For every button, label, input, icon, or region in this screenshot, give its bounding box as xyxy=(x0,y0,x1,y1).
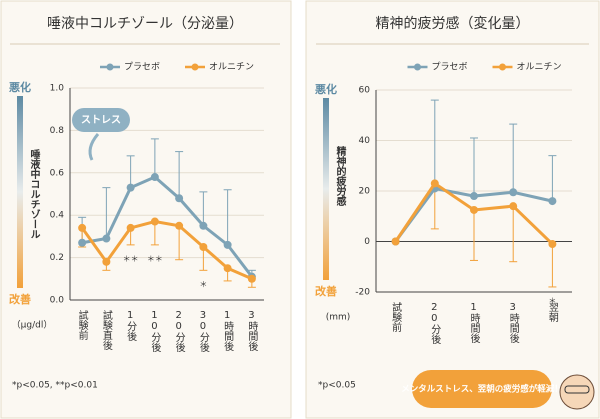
y-tick-label: 0.6 xyxy=(50,168,65,178)
x-tick-label: 20分後 xyxy=(429,302,441,344)
legend-label: プラセボ xyxy=(432,62,468,73)
callout-arrow xyxy=(88,133,100,161)
significance: ＊＊ xyxy=(123,254,139,263)
callout xyxy=(72,108,130,132)
x-tick-label: 1分後 xyxy=(125,310,137,341)
point xyxy=(247,274,256,283)
point xyxy=(175,221,184,230)
y-tick-label: 0.2 xyxy=(50,253,64,263)
x-tick-label: 10分後 xyxy=(149,310,161,352)
point xyxy=(199,221,208,230)
unit-label: (mm) xyxy=(326,313,351,323)
point xyxy=(223,240,232,249)
x-tick-label: 試験前 xyxy=(76,309,88,341)
panel xyxy=(0,0,292,419)
legend-marker xyxy=(414,63,421,71)
y-tick-label: 1.0 xyxy=(50,84,65,94)
y-tick-label: 0 xyxy=(364,237,370,247)
legend-marker xyxy=(499,63,506,71)
callout-text: ストレス xyxy=(81,114,121,126)
y-bottom-label: 改善 xyxy=(315,284,337,298)
series-line xyxy=(80,220,253,281)
y-tick-label: 60 xyxy=(359,86,371,96)
y-tick-label: 20 xyxy=(359,187,371,197)
point xyxy=(548,240,557,249)
point xyxy=(199,243,208,251)
significance: ＊ xyxy=(199,280,207,289)
legend-marker xyxy=(191,63,199,71)
legend-label: オルニチン xyxy=(517,62,562,73)
significance: ＊ xyxy=(548,296,556,305)
point xyxy=(509,188,518,197)
point xyxy=(223,264,232,273)
point xyxy=(126,223,135,232)
footnote: *p<0.05, **p<0.01 xyxy=(12,381,98,391)
point xyxy=(102,257,111,266)
y-tick-label: 0.0 xyxy=(50,296,65,306)
y-tick-label: 0.8 xyxy=(50,126,65,136)
y-top-label: 悪化 xyxy=(9,80,31,94)
legend-label: プラセボ xyxy=(124,62,160,73)
significance: ＊＊ xyxy=(147,254,163,263)
chart-title: 精神的疲労感（変化量） xyxy=(376,15,530,32)
y-axis-label: 精神的疲労感 xyxy=(334,145,346,207)
point xyxy=(470,192,478,201)
x-tick-label: 20分後 xyxy=(173,310,185,352)
point xyxy=(78,223,87,232)
badge-text: メンタルストレス、翌朝の疲労感が軽減！ xyxy=(401,384,563,395)
point xyxy=(175,194,184,203)
point xyxy=(126,183,135,192)
axis-gradient xyxy=(323,98,329,280)
point xyxy=(150,217,159,226)
series-line xyxy=(81,175,254,278)
panel xyxy=(305,0,600,419)
y-tick-label: 0.4 xyxy=(50,211,65,221)
legend-marker xyxy=(106,63,114,71)
chart-title: 唾液中コルチゾール（分泌量） xyxy=(47,16,243,32)
axis-gradient xyxy=(17,96,23,288)
x-tick-label: 試験直後 xyxy=(100,309,112,350)
x-tick-label: 試験前 xyxy=(390,301,402,333)
x-tick-label: 30分後 xyxy=(197,310,209,352)
y-top-label: 悪化 xyxy=(315,82,337,96)
point xyxy=(150,173,159,182)
x-tick-label: 翌朝 xyxy=(546,302,558,323)
point xyxy=(391,237,400,246)
x-tick-label: 1時間後 xyxy=(222,310,234,351)
mascot-head xyxy=(559,374,595,410)
point xyxy=(509,202,518,211)
footnote: *p<0.05 xyxy=(318,381,356,391)
point xyxy=(470,205,478,214)
x-tick-label: 3時間後 xyxy=(246,310,258,351)
y-tick-label: -20 xyxy=(355,288,370,298)
point xyxy=(78,238,87,247)
y-bottom-label: 改善 xyxy=(9,292,31,306)
point xyxy=(102,234,111,243)
point xyxy=(548,197,557,206)
y-axis-label: 唾液中コルチゾール xyxy=(28,149,40,239)
point xyxy=(430,179,439,188)
mascot-glasses xyxy=(564,385,590,394)
legend-label: オルニチン xyxy=(209,62,254,73)
x-tick-label: 1時間後 xyxy=(468,302,480,343)
y-tick-label: 40 xyxy=(359,136,371,146)
x-tick-label: 3時間後 xyxy=(507,302,519,343)
unit-label: （μg/dl） xyxy=(12,320,53,331)
badge xyxy=(412,370,552,408)
